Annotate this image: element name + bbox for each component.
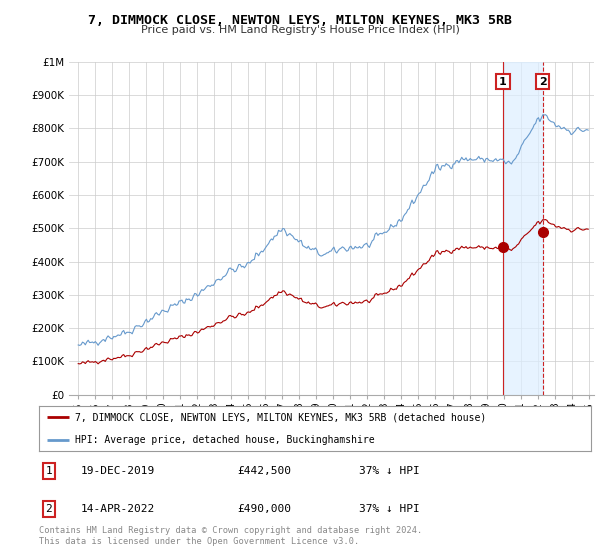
Text: Price paid vs. HM Land Registry's House Price Index (HPI): Price paid vs. HM Land Registry's House … [140,25,460,35]
Text: 37% ↓ HPI: 37% ↓ HPI [359,466,420,476]
Text: 37% ↓ HPI: 37% ↓ HPI [359,504,420,514]
Text: £442,500: £442,500 [238,466,292,476]
Text: 2: 2 [539,77,547,87]
Text: 2: 2 [46,504,52,514]
Text: 1: 1 [46,466,52,476]
Bar [503,62,542,395]
Text: 7, DIMMOCK CLOSE, NEWTON LEYS, MILTON KEYNES, MK3 5RB: 7, DIMMOCK CLOSE, NEWTON LEYS, MILTON KE… [88,14,512,27]
Text: 7, DIMMOCK CLOSE, NEWTON LEYS, MILTON KEYNES, MK3 5RB (detached house): 7, DIMMOCK CLOSE, NEWTON LEYS, MILTON KE… [75,412,486,422]
Text: £490,000: £490,000 [238,504,292,514]
Text: 14-APR-2022: 14-APR-2022 [80,504,155,514]
Text: 19-DEC-2019: 19-DEC-2019 [80,466,155,476]
Text: Contains HM Land Registry data © Crown copyright and database right 2024.
This d: Contains HM Land Registry data © Crown c… [39,526,422,546]
Text: 1: 1 [499,77,507,87]
Text: HPI: Average price, detached house, Buckinghamshire: HPI: Average price, detached house, Buck… [75,435,374,445]
